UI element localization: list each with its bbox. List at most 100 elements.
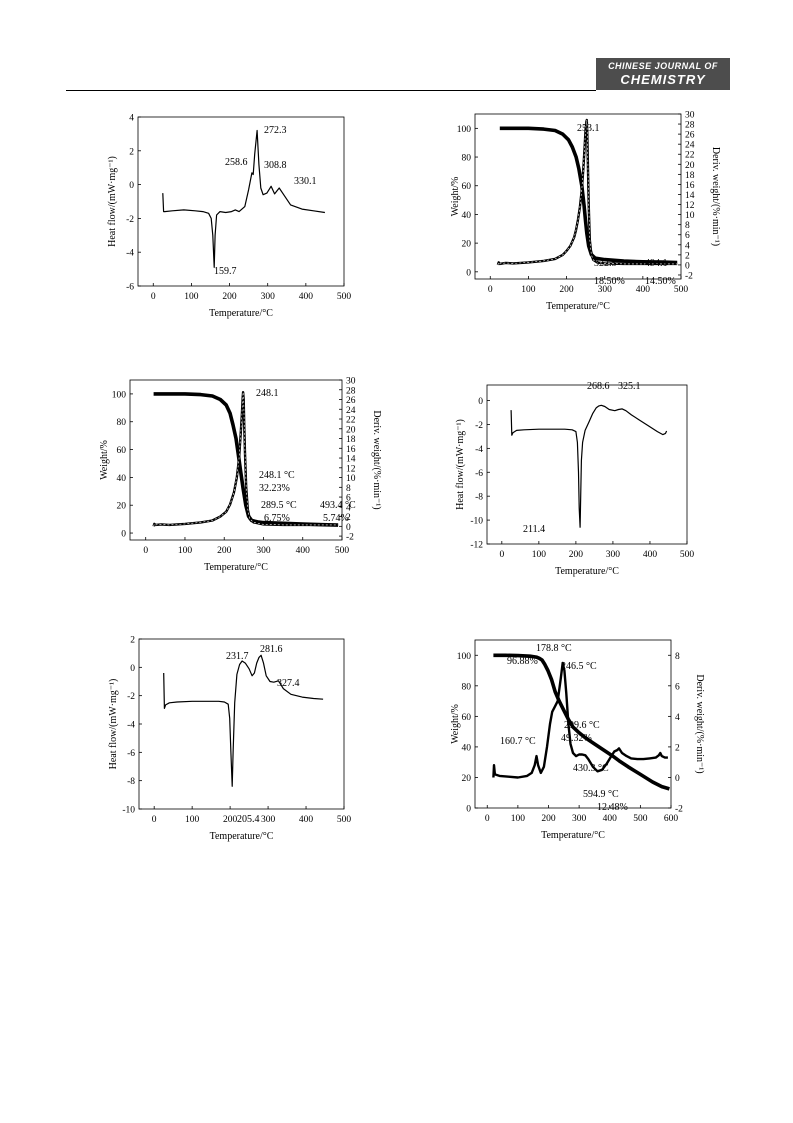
y2-tick-label: 16: [685, 181, 695, 191]
y2-tick-label: 22: [685, 151, 695, 161]
y2-tick-label: 6: [685, 231, 690, 241]
data-annotation: 211.4: [523, 524, 545, 535]
x-tick-label: 100: [178, 546, 193, 556]
y-tick-label: -8: [127, 777, 135, 787]
y-axis-label: Heat flow/(mW·mg⁻¹): [108, 679, 119, 770]
y-tick-label: 60: [462, 182, 472, 192]
y2-tick-label: -2: [685, 271, 693, 281]
y2-tick-label: 0: [685, 261, 690, 271]
y-tick-label: -10: [470, 517, 483, 527]
y-tick-label: -8: [475, 493, 483, 503]
y-tick-label: 100: [112, 390, 127, 400]
data-annotation: 32.23%: [259, 483, 290, 494]
y-tick-label: 100: [457, 652, 472, 662]
journal-logo: CHINESE JOURNAL OF CHEMISTRY: [596, 58, 730, 90]
y-tick-label: 40: [117, 474, 127, 484]
x-tick-label: 100: [532, 550, 547, 560]
y-tick-label: 0: [121, 530, 126, 540]
journal-logo-line2: CHEMISTRY: [620, 72, 706, 87]
x-tick-label: 0: [152, 815, 157, 825]
y-tick-label: 100: [457, 125, 472, 135]
x-axis-label: Temperature/°C: [541, 830, 605, 841]
x-axis-label: Temperature/°C: [209, 308, 273, 319]
y-tick-label: 80: [462, 154, 472, 164]
y2-tick-label: 12: [346, 464, 356, 474]
data-annotation: 322.5: [594, 258, 617, 269]
x-tick-label: 400: [296, 546, 311, 556]
x-tick-label: 500: [674, 285, 689, 295]
data-annotation: 493.4 °C: [320, 500, 356, 511]
y2-tick-label: 26: [685, 131, 695, 141]
y-tick-label: 40: [462, 743, 472, 753]
x-tick-label: 500: [337, 292, 352, 302]
chart-1: 0 100 200 300 400 500 -6 -4 -2 0 2 4 Temperature/°C H…: [107, 114, 351, 320]
data-annotation: 430.3 °C: [573, 763, 609, 774]
data-annotation: 160.7 °C: [500, 736, 536, 747]
x-tick-label: 0: [143, 546, 148, 556]
y-axis-label: Weight/%: [450, 177, 461, 217]
data-annotation: 330.1: [294, 176, 317, 187]
y-tick-label: -6: [475, 469, 483, 479]
series-line-1: [493, 653, 670, 791]
y2-tick-label: 24: [346, 406, 356, 416]
x-tick-label: 300: [261, 815, 276, 825]
x-tick-label: 500: [680, 550, 695, 560]
x-axis-label: Temperature/°C: [555, 566, 619, 577]
y-tick-label: -6: [127, 749, 135, 759]
data-annotation: 258.6: [225, 157, 248, 168]
y2-tick-label: 28: [685, 121, 695, 131]
data-annotation: 253.1: [577, 123, 600, 134]
chart-4: 0 100 200 300 400 500 -12 -10 -8 -6 -4 -2 0 Temperatu…: [455, 381, 694, 577]
x-tick-label: 0: [499, 550, 504, 560]
plot-frame: [486, 384, 688, 545]
x-tick-label: 0: [151, 292, 156, 302]
series-line-2: [492, 661, 668, 779]
x-tick-label: 400: [643, 550, 658, 560]
data-annotation: 325.1: [618, 381, 641, 392]
data-annotation: 248.1: [256, 388, 279, 399]
y2-tick-label: 16: [346, 445, 356, 455]
y2-tick-label: 20: [685, 161, 695, 171]
y2-axis-label: Deriv. weight/(%·min⁻¹): [371, 410, 382, 509]
y2-tick-label: 18: [685, 171, 695, 181]
series-line-highlight: [153, 392, 339, 527]
x-tick-label: 200: [541, 814, 556, 824]
y-tick-label: 20: [117, 502, 127, 512]
data-annotation: 268.6: [587, 381, 610, 392]
series-line-2: [496, 118, 678, 266]
data-annotation: 308.8: [264, 160, 287, 171]
chart-2: 0 100 200 300 400 500020406080100-20246810121…: [450, 111, 721, 313]
y-tick-label: -12: [470, 541, 483, 551]
data-annotation: 248.1 °C: [259, 470, 295, 481]
data-annotation: 49.32%: [561, 733, 592, 744]
y-tick-label: -2: [127, 692, 135, 702]
y2-tick-label: 30: [685, 111, 695, 121]
plot-frame: [137, 116, 345, 287]
x-tick-label: 100: [511, 814, 526, 824]
header-rule: [66, 90, 596, 91]
x-tick-label: 400: [636, 285, 651, 295]
chart-6: 0 100 200 300 400 500 600 0 20 40 60 80 100 -2 0 2 4 6 8 Te…: [450, 639, 705, 841]
data-annotation: 494.1: [645, 258, 668, 269]
y2-tick-label: 14: [685, 191, 695, 201]
data-annotation: 281.6: [260, 644, 283, 655]
y2-tick-label: 6: [346, 494, 351, 504]
data-annotation: 299.6 °C: [564, 720, 600, 731]
x-tick-label: 500: [335, 546, 350, 556]
y2-tick-label: 8: [346, 484, 351, 494]
data-annotation: 6.75%: [264, 513, 290, 524]
y2-tick-label: 26: [346, 396, 356, 406]
y-tick-label: -6: [126, 283, 134, 293]
x-axis-label: Temperature/°C: [204, 562, 268, 573]
x-tick-label: 300: [261, 292, 276, 302]
y2-tick-label: 12: [685, 201, 695, 211]
y2-tick-label: 24: [685, 141, 695, 151]
x-tick-label: 0: [488, 285, 493, 295]
y-tick-label: 60: [462, 713, 472, 723]
y2-tick-label: 22: [346, 416, 356, 426]
plot-frame: [129, 379, 343, 541]
x-tick-label: 0: [485, 814, 490, 824]
chart-5: 0 100 200 300 400 500 -10 -8 -6 -4 -2 0 2 Temperature…: [108, 636, 351, 843]
y-tick-label: 0: [466, 805, 471, 815]
